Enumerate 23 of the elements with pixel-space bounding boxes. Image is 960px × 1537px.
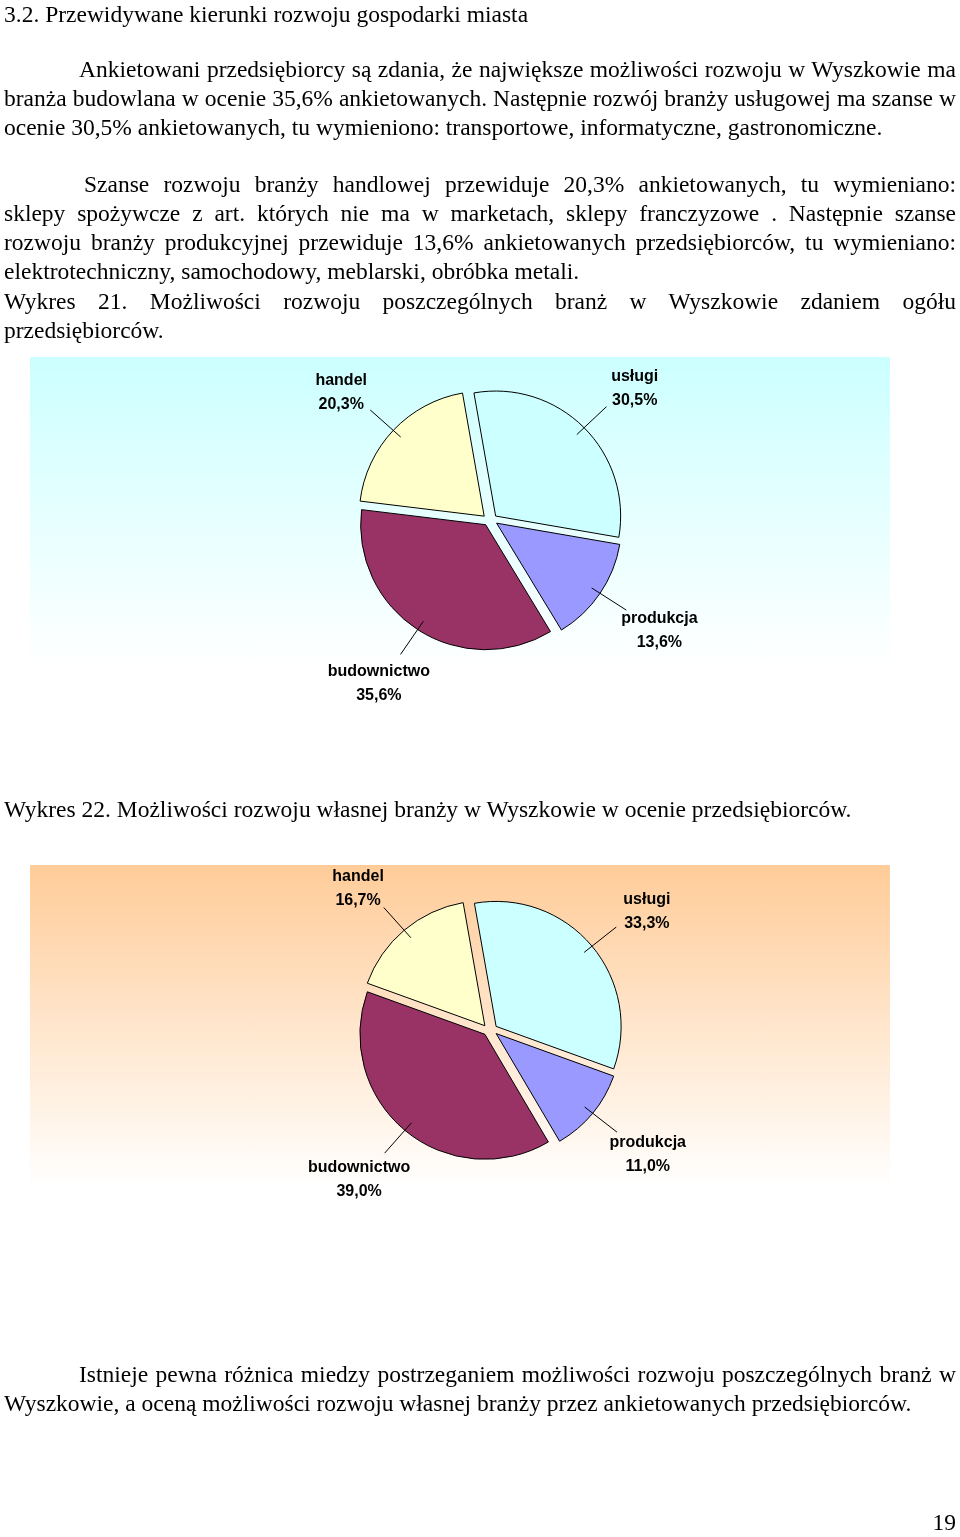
data-label: 20,3% (318, 395, 364, 413)
text: Ankietowani przedsiębiorcy są zdania, że największe możliwości rozwoju w Wyszkowie ma branża budowlana w ocenie 35,6% ankietowanych. Następnie rozwój branży usługowej ma szanse w ocenie 30,5% ankietowanych, tu wymieniono: transportowe, informatyczne, gastronomiczne. (4, 55, 956, 142)
slice-label: handel (332, 866, 384, 884)
data-label: 33,3% (624, 913, 670, 931)
data-label: 11,0% (625, 1157, 671, 1175)
slice-label: produkcja (609, 1133, 687, 1151)
text: 19 (931, 1508, 956, 1537)
slice-label: usługi (611, 367, 659, 385)
slice-label: budownictwo (308, 1158, 411, 1176)
chart-title: Wykres 22. Możliwości rozwoju własnej branży w Wyszkowie w ocenie przedsiębiorców. (4, 795, 853, 824)
data-label: 30,5% (612, 391, 658, 409)
text: Istnieje pewna różnica miedzy postrzeganiem możliwości rozwoju poszczególnych branż w Wyszkowie, a oceną możliwości rozwoju własnej branży przez ankietowanych przedsiębiorców. (4, 1360, 956, 1418)
data-label: 35,6% (356, 685, 402, 703)
slice-label: produkcja (621, 609, 698, 627)
slice-label: handel (315, 371, 367, 389)
data-label: 39,0% (336, 1182, 382, 1200)
data-label: 13,6% (636, 633, 683, 651)
slice-label: usługi (623, 889, 671, 907)
chart-title: Wykres 21. Możliwości rozwoju poszczególnych branż w Wyszkowie zdaniem ogółu przedsiębiorców. (4, 287, 956, 345)
slice-label: budownictwo (327, 661, 431, 679)
text: 3.2. Przewidywane kierunki rozwoju gospodarki miasta (4, 0, 530, 29)
data-label: 16,7% (335, 890, 381, 908)
text: Szanse rozwoju branży handlowej przewiduje 20,3% ankietowanych, tu wymieniano: sklepy spożywcze z art. których nie ma w marketach, sklepy franczyzowe . Następnie szanse rozwoju branży produkcyjnej przewiduje 13,6% ankietowanych przedsiębiorców, tu wymieniano: elektrotechniczny, samochodowy, meblarski, obróbka metali. (4, 170, 956, 286)
